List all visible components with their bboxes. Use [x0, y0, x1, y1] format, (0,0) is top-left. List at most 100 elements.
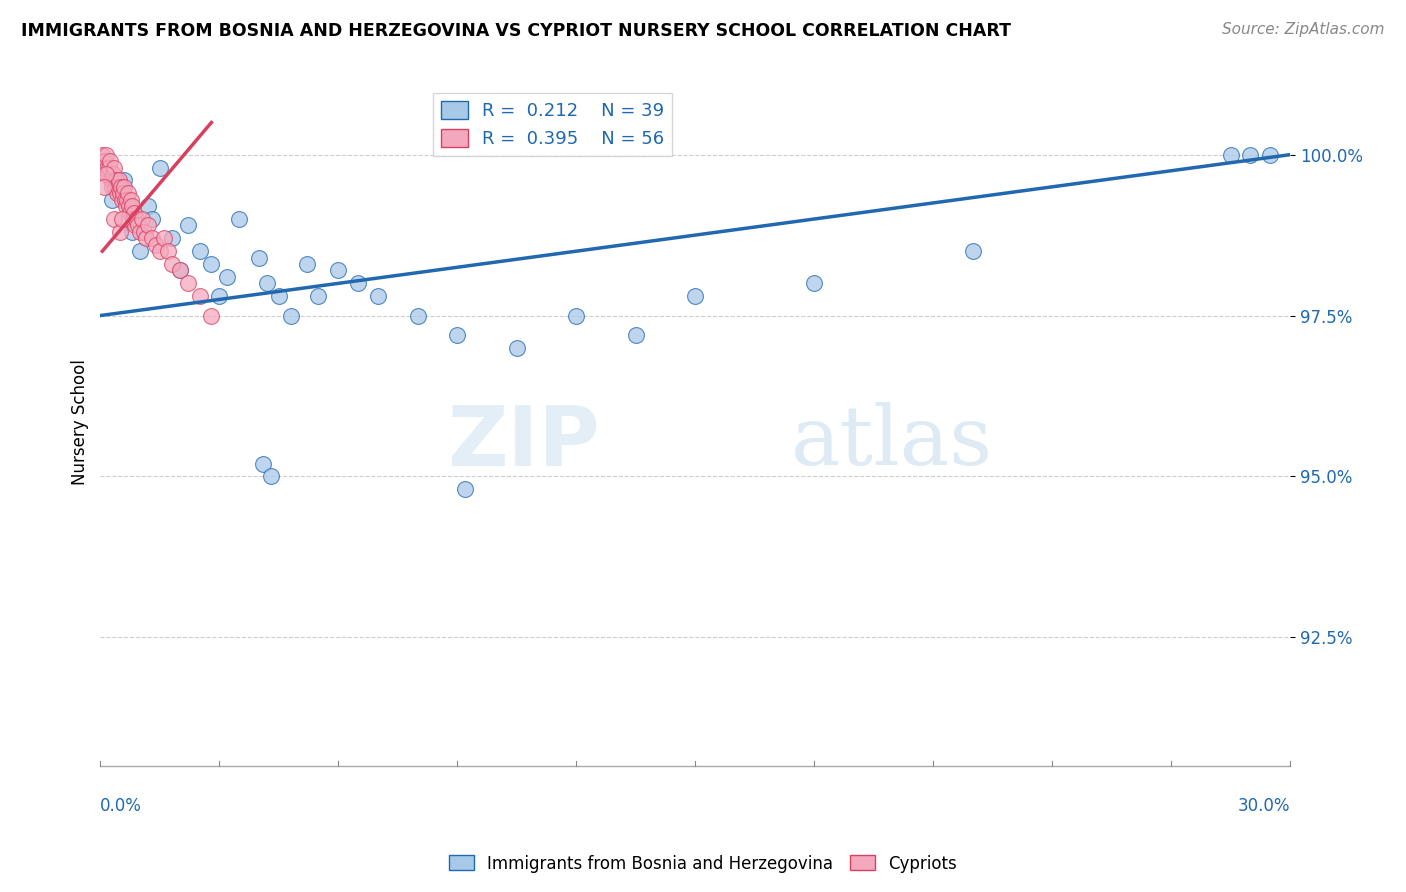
Point: [1219, 147, 1241, 161]
Point: [105, 186, 128, 201]
Point: [120, 193, 142, 207]
Point: [367, 289, 389, 303]
Point: [129, 244, 152, 259]
Y-axis label: Nursery School: Nursery School: [72, 359, 89, 484]
Point: [295, 257, 318, 271]
Point: [188, 244, 211, 259]
Point: [108, 186, 131, 201]
Point: [406, 309, 429, 323]
Text: Source: ZipAtlas.com: Source: ZipAtlas.com: [1222, 22, 1385, 37]
Point: [112, 186, 135, 201]
Legend: Immigrants from Bosnia and Herzegovina, Cypriots: Immigrants from Bosnia and Herzegovina, …: [443, 848, 963, 880]
Point: [208, 289, 231, 303]
Point: [141, 212, 163, 227]
Point: [108, 179, 131, 194]
Text: ZIP: ZIP: [447, 402, 600, 483]
Point: [149, 244, 172, 259]
Point: [122, 205, 145, 219]
Legend: R =  0.212    N = 39, R =  0.395    N = 56: R = 0.212 N = 39, R = 0.395 N = 56: [433, 94, 672, 155]
Point: [328, 263, 350, 277]
Point: [111, 193, 134, 207]
Point: [135, 231, 157, 245]
Text: atlas: atlas: [790, 402, 993, 483]
Point: [93, 161, 115, 175]
Point: [169, 263, 191, 277]
Point: [160, 257, 183, 271]
Point: [96, 167, 118, 181]
Point: [122, 212, 145, 227]
Point: [98, 154, 121, 169]
Point: [110, 179, 132, 194]
Text: IMMIGRANTS FROM BOSNIA AND HERZEGOVINA VS CYPRIOT NURSERY SCHOOL CORRELATION CHA: IMMIGRANTS FROM BOSNIA AND HERZEGOVINA V…: [21, 22, 1011, 40]
Text: 30.0%: 30.0%: [1237, 797, 1291, 814]
Point: [96, 161, 118, 175]
Point: [104, 179, 127, 194]
Point: [121, 199, 143, 213]
Point: [200, 309, 222, 323]
Point: [98, 161, 121, 175]
Point: [120, 205, 142, 219]
Point: [103, 212, 125, 227]
Point: [124, 219, 146, 233]
Point: [247, 251, 270, 265]
Point: [108, 225, 131, 239]
Point: [125, 212, 148, 227]
Point: [228, 212, 250, 227]
Point: [803, 277, 825, 291]
Point: [131, 212, 153, 227]
Point: [132, 225, 155, 239]
Point: [506, 341, 529, 355]
Point: [260, 469, 283, 483]
Point: [129, 225, 152, 239]
Point: [97, 167, 120, 181]
Point: [200, 257, 222, 271]
Point: [101, 193, 124, 207]
Point: [624, 327, 647, 342]
Point: [446, 327, 468, 342]
Point: [117, 193, 139, 207]
Point: [169, 263, 191, 277]
Point: [136, 219, 159, 233]
Point: [683, 289, 706, 303]
Point: [565, 309, 588, 323]
Point: [153, 231, 176, 245]
Point: [280, 309, 302, 323]
Point: [93, 154, 115, 169]
Point: [156, 244, 179, 259]
Point: [112, 179, 135, 194]
Point: [176, 277, 198, 291]
Point: [145, 237, 167, 252]
Point: [111, 212, 134, 227]
Point: [112, 173, 135, 187]
Point: [267, 289, 290, 303]
Point: [117, 186, 139, 201]
Point: [121, 225, 143, 239]
Point: [101, 179, 124, 194]
Point: [1260, 147, 1282, 161]
Point: [141, 231, 163, 245]
Point: [107, 179, 129, 194]
Point: [96, 147, 118, 161]
Point: [100, 173, 122, 187]
Point: [160, 231, 183, 245]
Point: [115, 199, 138, 213]
Point: [91, 147, 114, 161]
Point: [101, 167, 124, 181]
Point: [176, 219, 198, 233]
Point: [103, 161, 125, 175]
Point: [188, 289, 211, 303]
Point: [252, 457, 274, 471]
Point: [962, 244, 984, 259]
Point: [127, 219, 149, 233]
Point: [94, 154, 117, 169]
Point: [149, 161, 172, 175]
Point: [347, 277, 370, 291]
Point: [108, 173, 131, 187]
Text: 0.0%: 0.0%: [100, 797, 142, 814]
Point: [308, 289, 330, 303]
Point: [118, 199, 141, 213]
Point: [93, 179, 115, 194]
Point: [256, 277, 278, 291]
Point: [217, 269, 239, 284]
Point: [105, 173, 128, 187]
